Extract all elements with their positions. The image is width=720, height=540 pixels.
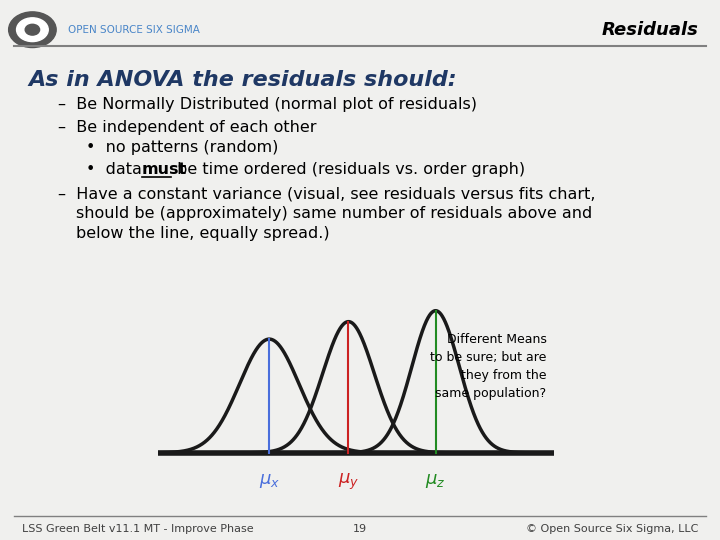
Text: •  data: • data [86,162,148,177]
Text: As in ANOVA the residuals should:: As in ANOVA the residuals should: [29,70,457,90]
Text: OPEN SOURCE SIX SIGMA: OPEN SOURCE SIX SIGMA [68,25,200,35]
Text: $\mu_y$: $\mu_y$ [338,472,359,492]
Text: be time ordered (residuals vs. order graph): be time ordered (residuals vs. order gra… [172,162,525,177]
Text: must: must [142,162,187,177]
Text: •  no patterns (random): • no patterns (random) [86,140,279,156]
Text: $\mu_x$: $\mu_x$ [258,472,280,490]
Text: Residuals: Residuals [601,21,698,39]
Text: LSS Green Belt v11.1 MT - Improve Phase: LSS Green Belt v11.1 MT - Improve Phase [22,524,253,534]
Text: –  Have a constant variance (visual, see residuals versus fits chart,: – Have a constant variance (visual, see … [58,186,595,201]
Text: $\mu_z$: $\mu_z$ [426,472,446,490]
Text: © Open Source Six Sigma, LLC: © Open Source Six Sigma, LLC [526,524,698,534]
Text: Different Means
to be sure; but are
they from the
same population?: Different Means to be sure; but are they… [430,333,546,400]
Text: 19: 19 [353,524,367,534]
Text: should be (approximately) same number of residuals above and: should be (approximately) same number of… [76,206,592,221]
Text: below the line, equally spread.): below the line, equally spread.) [76,226,329,241]
Text: –  Be Normally Distributed (normal plot of residuals): – Be Normally Distributed (normal plot o… [58,97,477,112]
Text: –  Be independent of each other: – Be independent of each other [58,120,316,135]
